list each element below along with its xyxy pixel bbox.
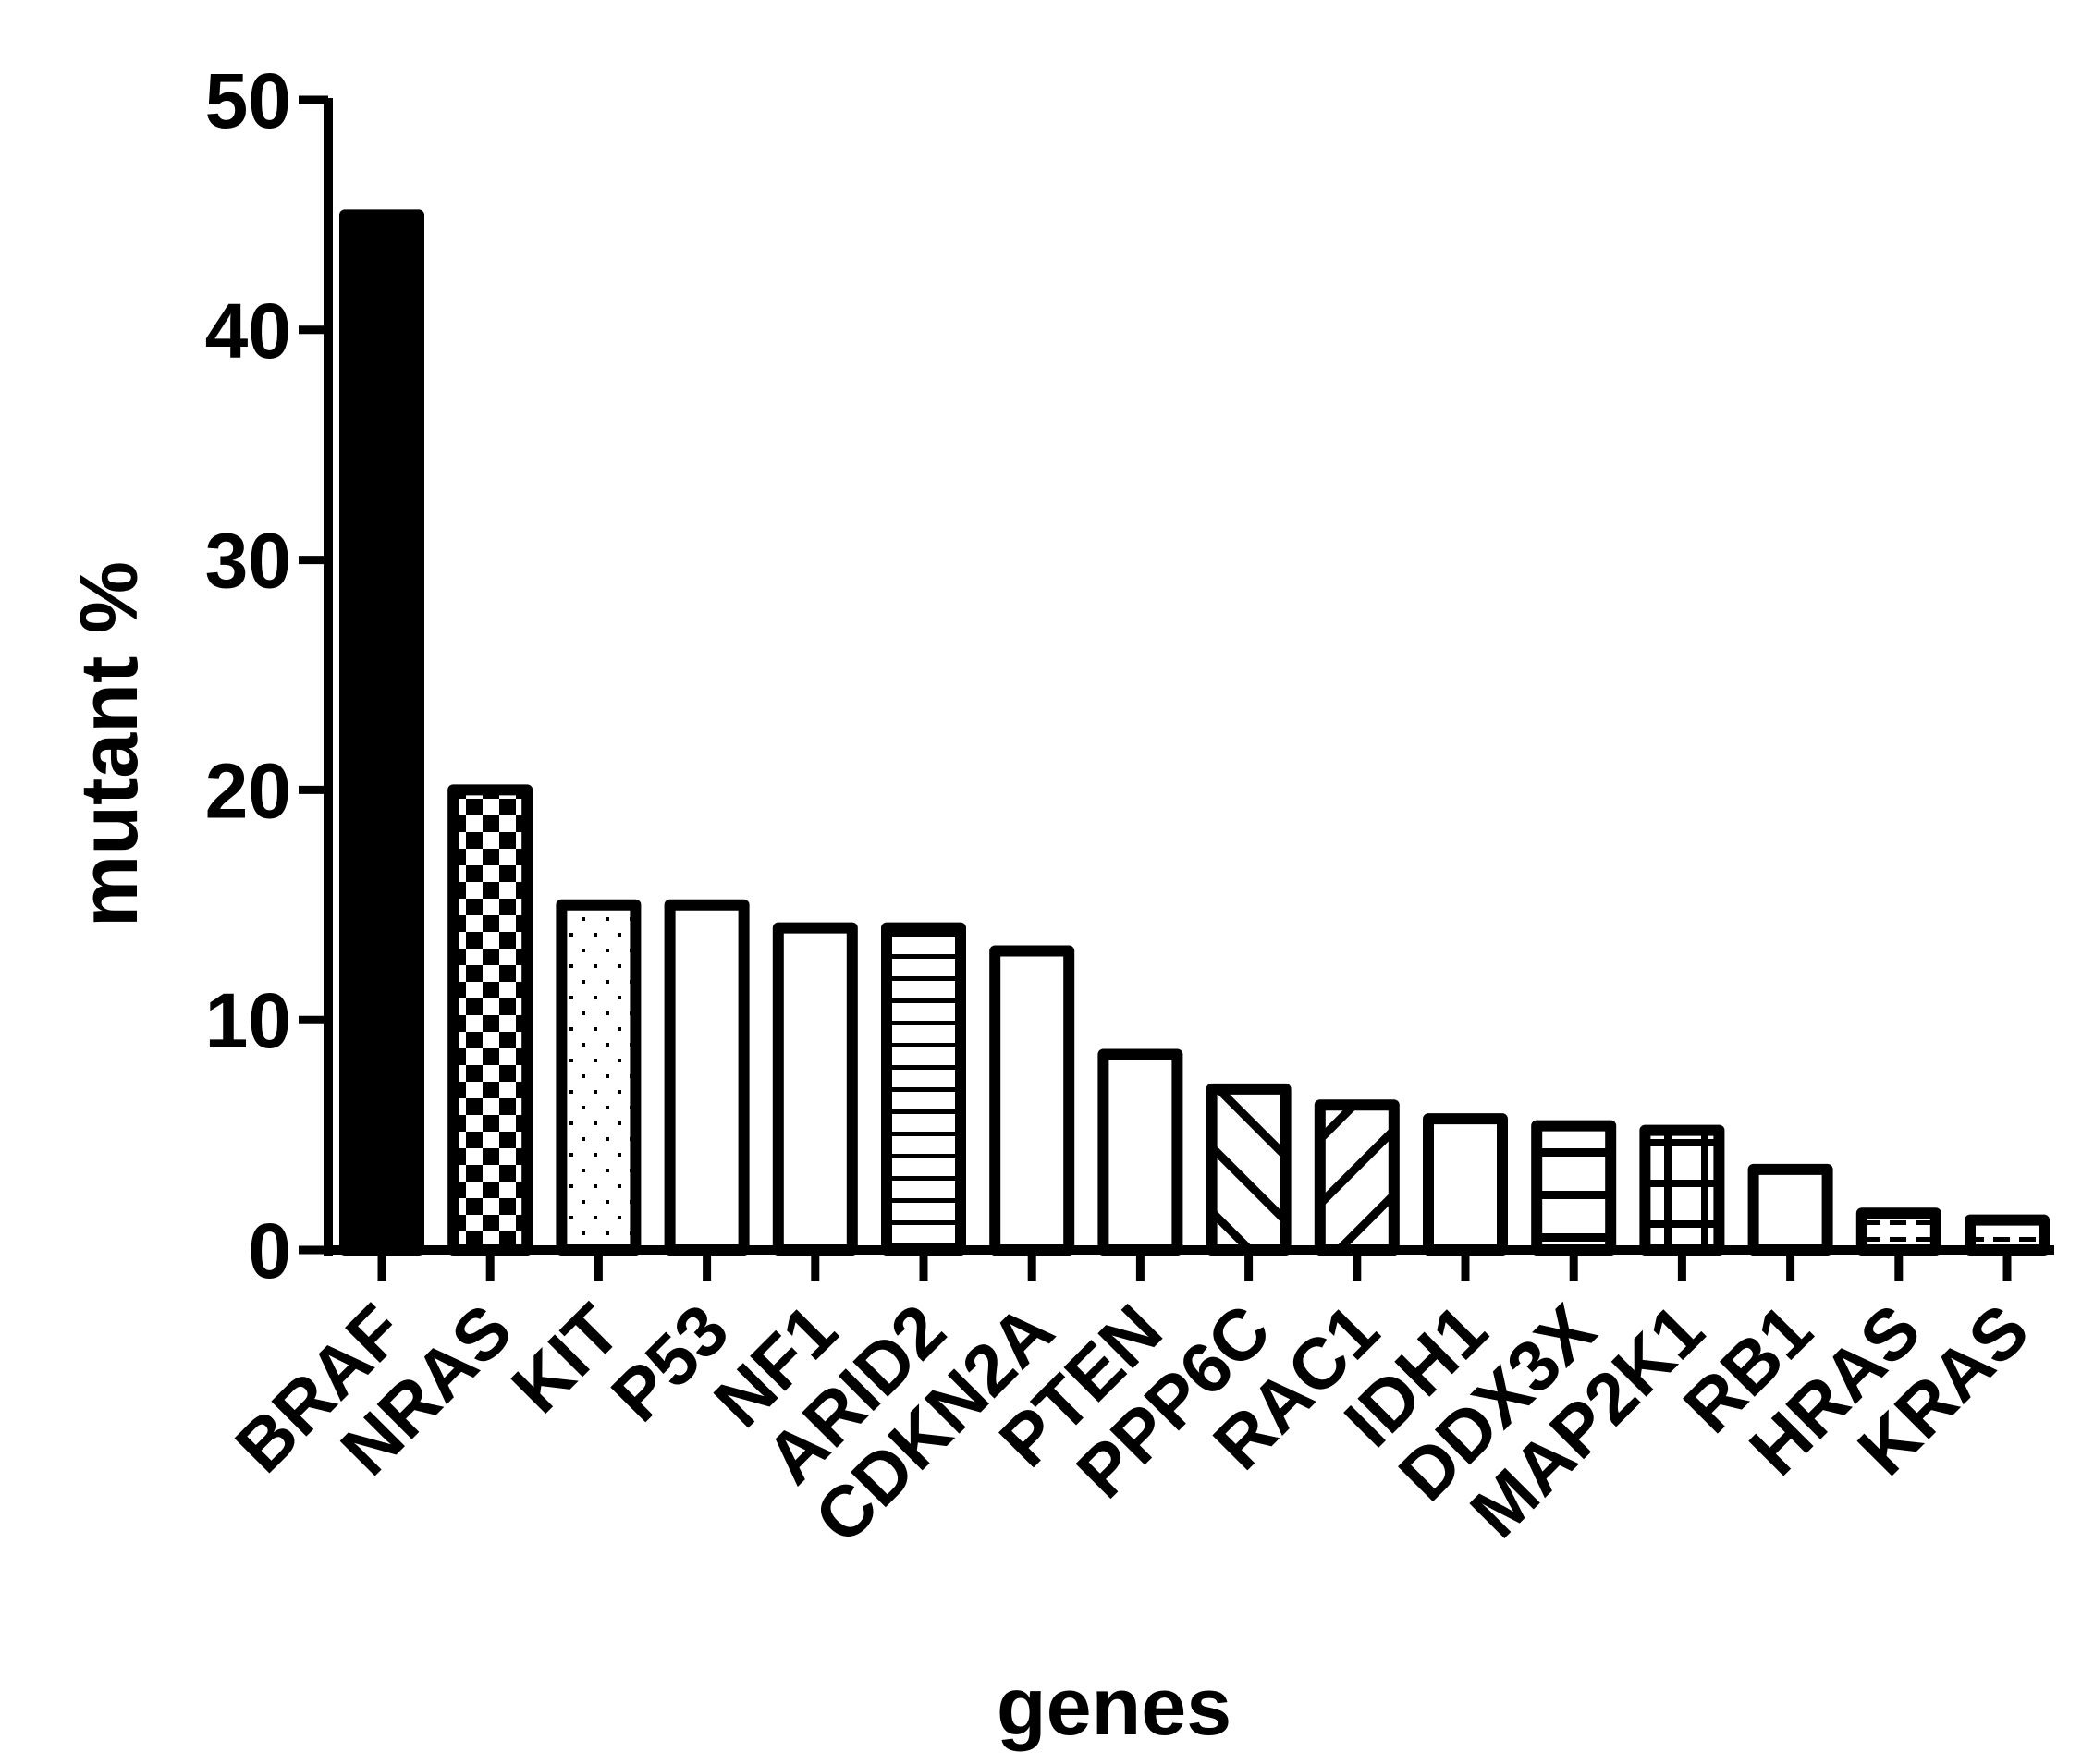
bar-ddx3x <box>1531 1120 1617 1256</box>
bars-layer <box>339 209 2050 1256</box>
bar-rac1 <box>1314 1099 1400 1256</box>
bar-braf <box>339 209 424 1256</box>
bar-idh1 <box>1423 1113 1508 1256</box>
bar-rb1 <box>1747 1163 1833 1256</box>
y-tick-label-40: 40 <box>205 288 291 374</box>
y-tick-label-0: 0 <box>248 1207 291 1294</box>
bar-map2k1 <box>1639 1124 1725 1256</box>
bar-ppp6c <box>1206 1083 1292 1256</box>
y-tick-label-10: 10 <box>205 977 291 1064</box>
x-axis-label: genes <box>997 1660 1231 1752</box>
y-tick-label-20: 20 <box>205 747 291 834</box>
y-tick-label-30: 30 <box>205 518 291 605</box>
bar-hras <box>1855 1207 1941 1256</box>
bar-arid2 <box>881 922 966 1256</box>
bar-p53 <box>664 899 750 1256</box>
bar-pten <box>1097 1048 1183 1256</box>
bar-nf1 <box>772 922 858 1256</box>
bar-cdkn2a <box>989 945 1075 1256</box>
bar-kit <box>556 899 642 1256</box>
y-axis-label: mutant % <box>63 561 154 927</box>
y-tick-label-50: 50 <box>205 57 291 144</box>
x-tick-label-kit: KIT <box>496 1289 635 1428</box>
bar-nras <box>447 784 533 1256</box>
